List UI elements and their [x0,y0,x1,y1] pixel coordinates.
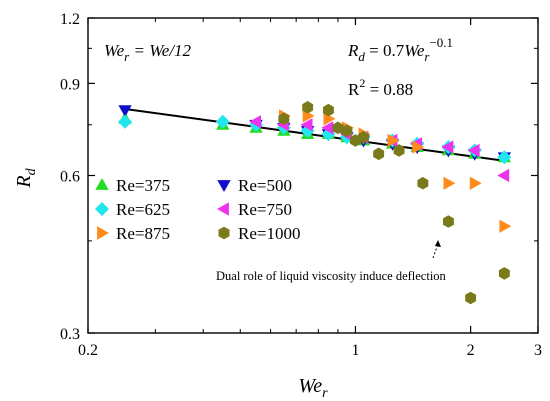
point-re-875 [323,112,336,126]
legend-label: Re=375 [116,176,170,195]
point-re-500 [118,105,132,118]
point-re-750 [321,121,334,135]
point-re-625 [215,114,230,129]
legend-label: Re=1000 [238,224,300,243]
note-arrow [432,240,441,259]
point-re-750 [497,168,510,183]
viscosity-note: Dual role of liquid viscosity induce def… [216,269,447,283]
point-re-1000 [443,215,454,228]
point-re-875 [499,219,512,233]
point-re-1000 [358,131,369,144]
plot-frame [87,17,539,334]
legend: Re=375 Re=500 Re=625 Re=750 Re=875 Re=1000 [95,176,300,243]
legend-marker [218,226,230,240]
point-re-625 [118,114,133,129]
axis-ticks [87,17,539,334]
legend-marker [217,202,229,216]
point-re-875 [469,176,482,190]
point-re-1000 [323,103,334,117]
point-re-875 [412,140,425,154]
point-re-750 [300,118,313,132]
point-re-1000 [278,112,290,126]
r-squared-annotation: R2 = 0.88 [348,76,413,99]
point-re-1000 [373,147,385,161]
x-tick-label: 2 [467,342,475,359]
legend-marker [97,226,109,240]
y-tick-label: 0.3 [60,326,80,343]
point-re-750 [467,143,480,158]
point-re-1000 [498,267,510,280]
point-re-1000 [417,176,429,190]
y-tick-label: 1.2 [60,11,80,28]
x-tick-label: 1 [351,342,359,359]
legend-label: Re=750 [238,200,292,219]
fit-equation-annotation: Rd = 0.7Wer−0.1 [347,35,453,64]
point-re-1000 [341,124,353,138]
legend-marker [95,202,109,216]
y-axis-label: Rd [13,167,39,188]
legend-label: Re=500 [238,176,292,195]
x-axis-label: Wer [298,375,328,401]
point-re-1000 [465,291,477,305]
axis-tick-labels: 0.2 1 2 3 0.3 0.6 0.9 1.2 [60,11,542,359]
point-re-875 [302,109,315,123]
y-tick-label: 0.9 [60,76,80,93]
x-tick-label: 0.2 [78,342,98,359]
legend-label: Re=875 [116,224,170,243]
point-re-625 [497,150,512,165]
legend-marker [95,178,109,190]
point-re-1000 [332,121,344,135]
point-re-875 [387,133,400,148]
legend-label: Re=625 [116,200,170,219]
point-re-1000 [393,144,405,157]
point-re-750 [249,115,261,129]
point-re-1000 [302,101,314,114]
point-re-875 [443,176,456,190]
x-tick-label: 3 [534,342,542,359]
data-points [118,101,512,305]
legend-marker [217,180,231,192]
point-re-750 [441,140,454,154]
y-tick-label: 0.6 [60,169,80,186]
